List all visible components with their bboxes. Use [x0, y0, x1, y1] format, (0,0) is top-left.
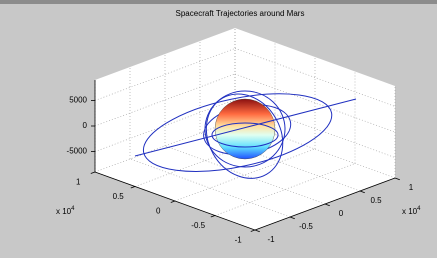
y-tick-label: 0.5 [113, 192, 125, 201]
z-tick-label: 5000 [69, 96, 87, 105]
figure: Spacecraft Trajectories around Mars -1 -0… [0, 0, 437, 258]
window-strip [0, 0, 437, 4]
z-tick-label: 0 [83, 121, 88, 130]
x-tick-label: 0.5 [370, 196, 382, 205]
multiplier-base: x 10 [56, 207, 72, 216]
y-tick-label: -0.5 [191, 221, 205, 230]
multiplier-base: x 10 [402, 207, 418, 216]
chart-title: Spacecraft Trajectories around Mars [176, 9, 305, 18]
mars [215, 99, 275, 159]
x-tick-label: 1 [409, 183, 414, 192]
z-tick-label: -5000 [67, 147, 88, 156]
x-tick-label: 0 [339, 209, 344, 218]
y-tick-label: 0 [156, 206, 161, 215]
x-tick-label: -0.5 [299, 222, 313, 231]
y-tick-label: -1 [235, 235, 243, 244]
x-tick-label: -1 [267, 235, 275, 244]
y-tick-label: 1 [76, 177, 81, 186]
